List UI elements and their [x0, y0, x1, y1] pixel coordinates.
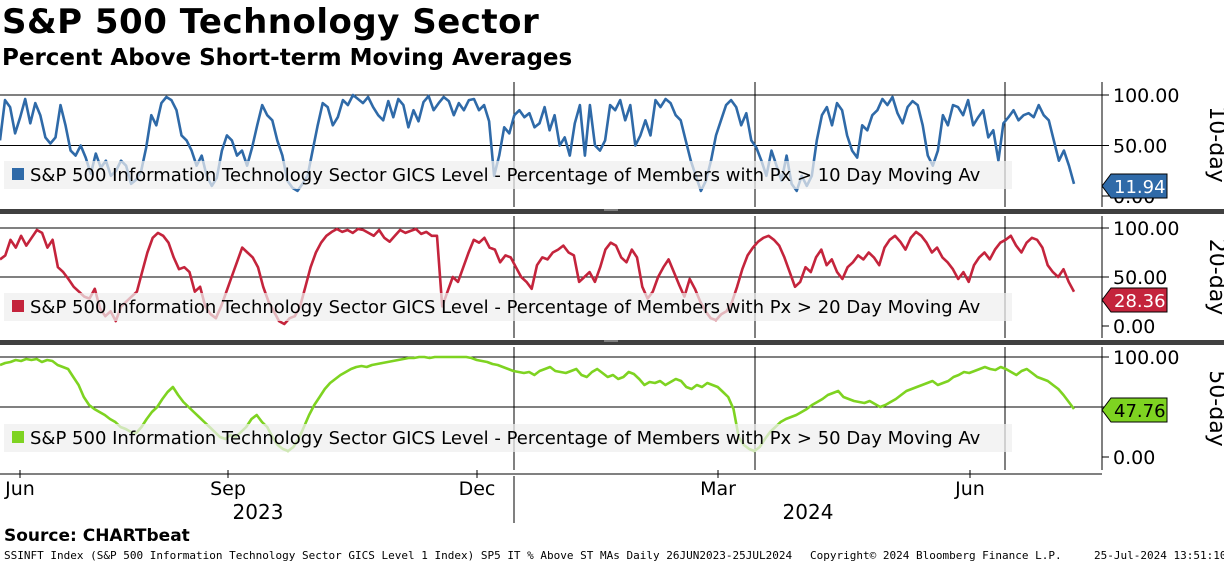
x-tick-label: Dec — [459, 478, 496, 500]
panel-separator — [0, 209, 1224, 214]
y-tick-label: 100.00 — [1113, 85, 1179, 107]
legend-label: S&P 500 Information Technology Sector GI… — [30, 165, 981, 186]
source-label: Source: CHARTbeat — [4, 526, 190, 546]
x-tick-label: Mar — [700, 478, 736, 500]
legend-label: S&P 500 Information Technology Sector GI… — [30, 428, 981, 449]
legend-background — [4, 424, 1012, 452]
legend-label: S&P 500 Information Technology Sector GI… — [30, 297, 981, 318]
panel-label: 10-day — [1204, 106, 1224, 182]
footer-timestamp: 25-Jul-2024 13:51:10 — [1094, 549, 1224, 562]
last-value-badge — [1101, 287, 1168, 313]
legend-swatch — [12, 168, 24, 180]
series-line-50-day — [0, 355, 1076, 453]
chart-title: S&P 500 Technology Sector — [2, 2, 540, 42]
legend-swatch — [12, 300, 24, 312]
last-value-label: 11.94 — [1114, 177, 1166, 198]
last-value-label: 28.36 — [1114, 291, 1166, 312]
y-tick-label: 0.00 — [1113, 447, 1155, 469]
y-tick-label: 100.00 — [1113, 218, 1179, 240]
last-value-badge — [1101, 173, 1168, 199]
series-line-20-day — [0, 227, 1076, 326]
y-tick-label: 0.00 — [1113, 316, 1155, 338]
y-tick-label: 50.00 — [1113, 136, 1167, 158]
series-line-10-day — [0, 93, 1076, 193]
legend-background — [4, 293, 1012, 321]
x-tick-label: Sep — [210, 478, 246, 500]
x-tick-label: Jun — [954, 478, 985, 500]
y-tick-label: 100.00 — [1113, 347, 1179, 369]
legend-swatch — [12, 431, 24, 443]
last-value-badge — [1101, 397, 1168, 423]
footer-description: SSINFT Index (S&P 500 Information Techno… — [4, 549, 793, 562]
year-label: 2023 — [233, 500, 284, 524]
panel-50-day: S&P 500 Information Technology Sector GI… — [0, 347, 1224, 470]
panel-label: 50-day — [1204, 370, 1224, 446]
year-label: 2024 — [783, 500, 834, 524]
x-tick-label: Jun — [4, 478, 35, 500]
panel-10-day: S&P 500 Information Technology Sector GI… — [0, 82, 1224, 214]
last-value-label: 47.76 — [1114, 401, 1166, 422]
panel-separator — [0, 340, 1224, 345]
y-tick-label: 50.00 — [1113, 267, 1167, 289]
panel-label: 20-day — [1204, 239, 1224, 315]
footer-copyright: Copyright© 2024 Bloomberg Finance L.P. — [810, 549, 1062, 562]
legend-background — [4, 161, 1012, 189]
x-axis: Jun Sep Dec Mar Jun 2023 2024 — [0, 470, 1102, 524]
panel-20-day: S&P 500 Information Technology Sector GI… — [0, 216, 1224, 345]
chart-subtitle: Percent Above Short-term Moving Averages — [2, 45, 573, 71]
